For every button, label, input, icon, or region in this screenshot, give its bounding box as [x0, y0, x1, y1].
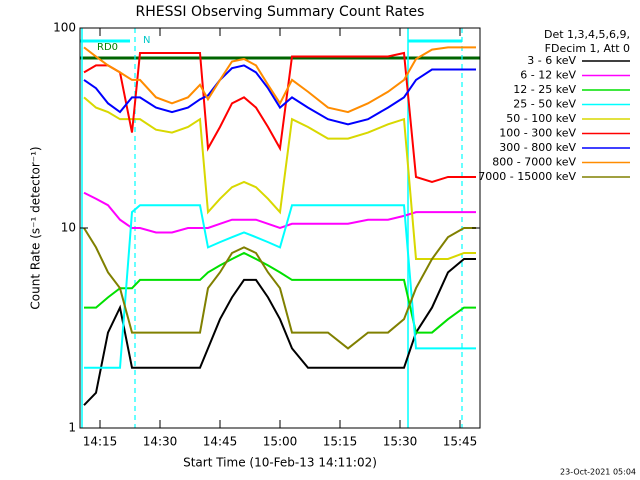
- annotation: N: [143, 35, 150, 46]
- annotation: RD0: [97, 42, 118, 53]
- series-line: [83, 257, 476, 406]
- series-line: [83, 227, 476, 350]
- legend-label: 300 - 800 keV: [499, 141, 576, 154]
- chart-title: RHESSI Observing Summary Count Rates: [136, 4, 425, 20]
- legend-label: 7000 - 15000 keV: [478, 170, 576, 183]
- series-line: [84, 204, 476, 369]
- series-line: [83, 64, 476, 126]
- y-tick-label: 1: [68, 421, 76, 435]
- legend-header: FDecim 1, Att 0: [545, 42, 630, 55]
- legend-label: 25 - 50 keV: [513, 98, 576, 111]
- series-line: [83, 96, 476, 260]
- legend-label: 3 - 6 keV: [527, 54, 576, 67]
- x-tick-label: 14:15: [83, 435, 118, 449]
- x-tick-label: 15:00: [263, 435, 298, 449]
- legend-label: 800 - 7000 keV: [492, 156, 576, 169]
- x-axis-label: Start Time (10-Feb-13 14:11:02): [183, 456, 377, 470]
- y-tick-label: 100: [53, 21, 76, 35]
- series-line: [83, 191, 476, 234]
- x-tick-label: 15:30: [383, 435, 418, 449]
- x-tick-label: 15:15: [323, 435, 358, 449]
- x-tick-label: 14:30: [143, 435, 178, 449]
- legend-header: Det 1,3,4,5,6,9,: [544, 28, 630, 41]
- legend-label: 50 - 100 keV: [506, 112, 576, 125]
- legend-label: 100 - 300 keV: [499, 127, 576, 140]
- y-tick-label: 10: [61, 221, 76, 235]
- x-tick-label: 15:45: [443, 435, 478, 449]
- footer: 23-Oct-2021 05:04: [560, 468, 636, 477]
- y-axis-label: Count Rate (s⁻¹ detector⁻¹): [29, 146, 43, 309]
- x-tick-label: 14:45: [203, 435, 238, 449]
- series-line: [83, 46, 476, 114]
- series-line: [84, 251, 476, 334]
- legend-label: 6 - 12 keV: [520, 69, 576, 82]
- legend-label: 12 - 25 keV: [513, 83, 576, 96]
